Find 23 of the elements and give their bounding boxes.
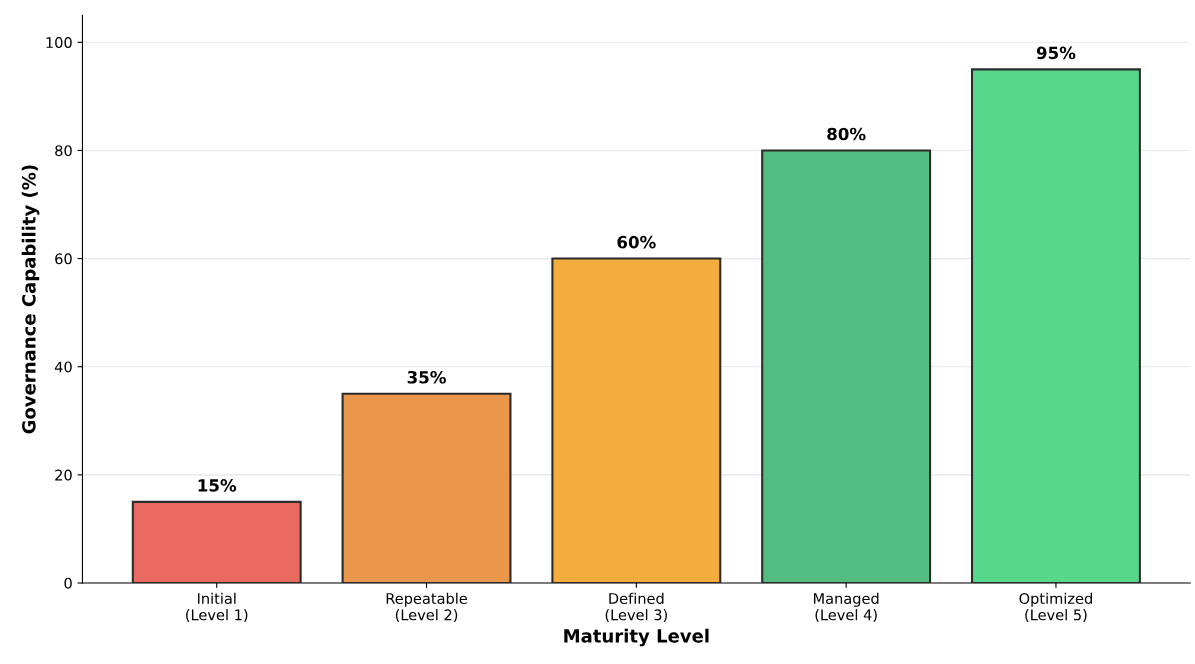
y-tick-label: 80 bbox=[55, 145, 72, 157]
y-axis-title: Governance Capability (%) bbox=[21, 165, 40, 434]
x-tick-label: Initial (Level 1) bbox=[186, 592, 248, 623]
y-tick-label: 20 bbox=[55, 469, 72, 481]
y-tick-label: 0 bbox=[64, 577, 72, 589]
y-tick-label: 40 bbox=[54, 361, 72, 373]
x-axis-title: Maturity Level bbox=[564, 628, 709, 647]
x-tick-label: Defined (Level 3) bbox=[605, 592, 667, 623]
data-label: 15% bbox=[198, 479, 237, 492]
y-tick-label: 100 bbox=[46, 37, 72, 49]
x-tick-label: Optimized (Level 5) bbox=[1019, 592, 1092, 623]
bar bbox=[970, 68, 1141, 583]
bar bbox=[551, 257, 722, 583]
bar bbox=[341, 392, 512, 583]
data-label: 80% bbox=[827, 127, 866, 141]
data-label: 95% bbox=[1036, 46, 1076, 60]
x-tick-label: Repeatable (Level 2) bbox=[386, 592, 468, 623]
data-label: 60% bbox=[617, 235, 656, 249]
bar bbox=[131, 500, 302, 583]
x-tick-label: Managed (Level 4) bbox=[813, 592, 879, 623]
bar bbox=[761, 149, 932, 583]
data-label: 35% bbox=[407, 370, 446, 384]
y-tick-label: 60 bbox=[55, 253, 72, 265]
